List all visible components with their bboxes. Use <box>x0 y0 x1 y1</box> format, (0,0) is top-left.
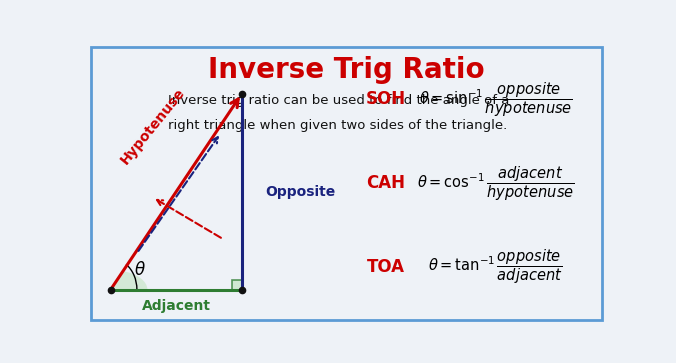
Text: Adjacent: Adjacent <box>142 299 211 313</box>
Text: Inverse trig ratio can be used to find the angle of a: Inverse trig ratio can be used to find t… <box>168 94 510 107</box>
FancyBboxPatch shape <box>233 280 242 290</box>
Text: right triangle when given two sides of the triangle.: right triangle when given two sides of t… <box>168 119 508 132</box>
Text: $\theta$: $\theta$ <box>134 261 145 279</box>
Text: $\theta = \sin^{-1}\dfrac{\mathit{opposite}}{\mathit{hypotenuse}}$: $\theta = \sin^{-1}\dfrac{\mathit{opposi… <box>418 80 573 119</box>
Text: $\theta = \cos^{-1}\dfrac{\mathit{adjacent}}{\mathit{hypotenuse}}$: $\theta = \cos^{-1}\dfrac{\mathit{adjace… <box>417 164 575 203</box>
Text: Inverse Trig Ratio: Inverse Trig Ratio <box>208 56 485 84</box>
Text: SOH: SOH <box>366 90 406 109</box>
Text: TOA: TOA <box>367 258 405 276</box>
Wedge shape <box>111 271 147 290</box>
Text: Hypotenuse: Hypotenuse <box>118 85 187 167</box>
Text: Opposite: Opposite <box>265 185 335 199</box>
Text: CAH: CAH <box>366 174 405 192</box>
Text: $\theta = \tan^{-1}\dfrac{\mathit{opposite}}{\mathit{adjacent}}$: $\theta = \tan^{-1}\dfrac{\mathit{opposi… <box>429 248 563 286</box>
